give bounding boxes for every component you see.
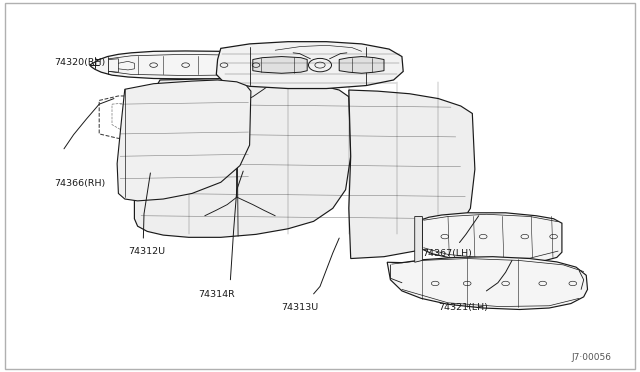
Text: 74320(RH): 74320(RH) [54, 58, 106, 67]
Polygon shape [134, 78, 351, 237]
Polygon shape [422, 213, 562, 262]
Polygon shape [117, 80, 251, 201]
Polygon shape [253, 57, 307, 73]
Polygon shape [349, 90, 475, 259]
Polygon shape [216, 42, 403, 89]
Polygon shape [339, 57, 384, 73]
Text: 74314R: 74314R [198, 290, 235, 299]
Text: 74312U: 74312U [128, 247, 165, 256]
Text: 74366(RH): 74366(RH) [54, 179, 106, 187]
Polygon shape [415, 217, 422, 262]
Text: J7·00056: J7·00056 [571, 353, 611, 362]
Polygon shape [90, 51, 291, 79]
Polygon shape [387, 257, 588, 310]
Text: 74367(LH): 74367(LH) [422, 249, 472, 258]
Text: 74313U: 74313U [282, 303, 319, 312]
Text: 74321(LH): 74321(LH) [438, 303, 488, 312]
